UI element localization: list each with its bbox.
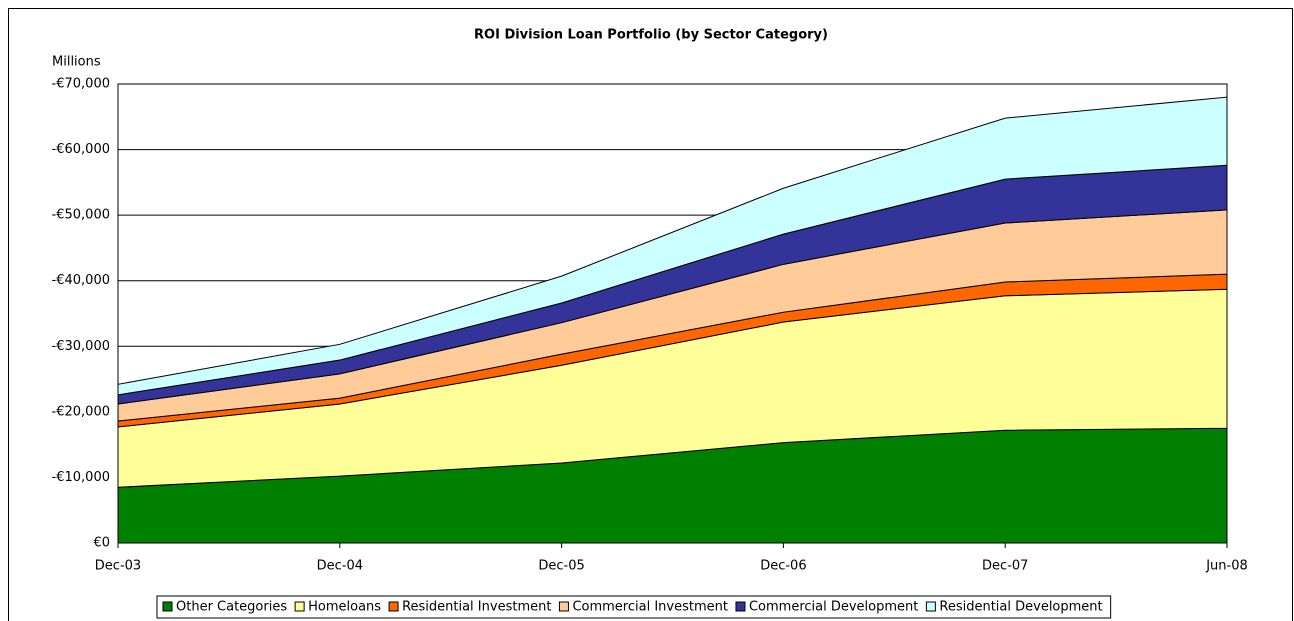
- legend-swatch: [294, 601, 305, 612]
- chart-title: ROI Division Loan Portfolio (by Sector C…: [474, 28, 828, 43]
- x-tick-label: Dec-03: [95, 559, 141, 574]
- y-axis-label: Millions: [52, 55, 101, 70]
- x-tick-label: Dec-04: [317, 559, 363, 574]
- legend-label: Residential Investment: [402, 600, 551, 615]
- legend-label: Other Categories: [176, 600, 287, 615]
- legend-swatch: [388, 601, 399, 612]
- area: [117, 96, 1228, 396]
- legend-label: Commercial Investment: [572, 600, 728, 615]
- legend-swatch: [162, 601, 173, 612]
- y-tick-label: -€20,000: [52, 404, 110, 419]
- y-tick-label: -€40,000: [52, 273, 110, 288]
- legend-label: Residential Development: [939, 600, 1102, 615]
- legend-label: Commercial Development: [749, 600, 918, 615]
- x-tick-label: Dec-05: [538, 559, 584, 574]
- y-tick-label: -€70,000: [52, 77, 110, 92]
- y-tick-label: -€30,000: [52, 339, 110, 354]
- legend-label: Homeloans: [308, 600, 381, 615]
- x-tick-label: Dec-07: [982, 559, 1028, 574]
- x-tick-label: Jun-08: [1205, 559, 1248, 574]
- legend-swatch: [925, 601, 936, 612]
- y-tick-label: -€60,000: [52, 142, 110, 157]
- y-tick-label: -€10,000: [52, 470, 110, 485]
- legend-swatch: [735, 601, 746, 612]
- x-tick-label: Dec-06: [760, 559, 806, 574]
- legend-swatch: [558, 601, 569, 612]
- y-tick-label: €0: [93, 536, 110, 551]
- y-tick-label: -€50,000: [52, 208, 110, 223]
